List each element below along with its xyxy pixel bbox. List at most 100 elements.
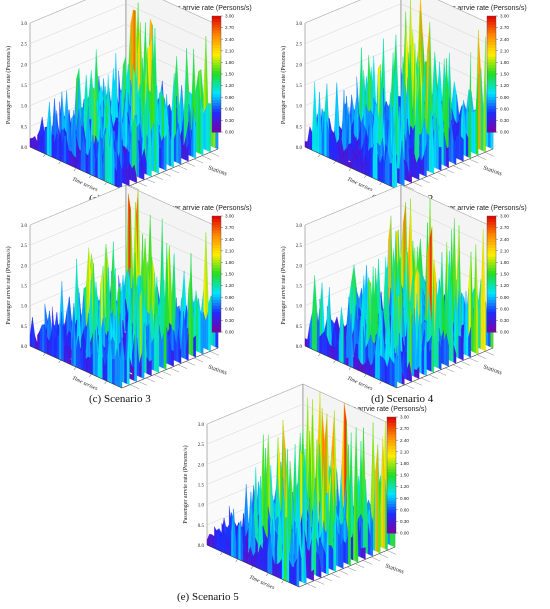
- colorbar-segment: [387, 498, 396, 502]
- colorbar-segment: [387, 475, 396, 479]
- colorbar-tick-label: 1.50: [400, 473, 409, 478]
- surface-patch: [58, 139, 62, 162]
- colorbar-segment: [487, 271, 496, 275]
- colorbar-segment: [212, 82, 221, 87]
- colorbar-segment: [487, 216, 496, 220]
- surface-patch: [112, 359, 115, 385]
- surface-patch: [414, 162, 417, 179]
- surface-patch: [460, 136, 464, 162]
- colorbar-segment: [212, 308, 221, 313]
- colorbar-segment: [387, 417, 396, 421]
- colorbar-segment: [487, 311, 496, 316]
- surface-patch: [438, 147, 442, 171]
- z-tick-label: 1.5: [21, 84, 28, 89]
- z-axis-label: Passenger arrvie rate (Persons/s): [280, 46, 287, 124]
- z-tick-label: 1.5: [296, 84, 303, 89]
- colorbar-tick-label: 2.10: [500, 248, 509, 253]
- surface: [29, 2, 219, 190]
- colorbar-tick-label: 2.70: [500, 25, 509, 30]
- colorbar-tick-label: 1.50: [225, 272, 234, 277]
- z-tick-label: 0.5: [198, 524, 205, 529]
- surface: [29, 190, 219, 389]
- x-tick: [89, 174, 92, 179]
- surface-patch: [124, 358, 128, 385]
- surface-patch: [148, 360, 152, 376]
- colorbar-segment: [487, 314, 496, 318]
- colorbar-segment: [487, 79, 496, 84]
- surface-patch: [238, 520, 242, 561]
- colorbar-segment: [487, 91, 496, 95]
- colorbar-segment: [212, 265, 221, 269]
- x-tick: [364, 373, 367, 378]
- colorbar-tick-label: 0.00: [400, 531, 409, 536]
- z-gridline: [206, 383, 396, 427]
- x-tick: [43, 153, 46, 158]
- y-tick: [412, 381, 423, 386]
- y-tick: [201, 354, 212, 359]
- y-tick: [476, 354, 487, 359]
- y-tick: [370, 556, 381, 562]
- colorbar-segment: [212, 291, 221, 295]
- z-gridline: [304, 204, 494, 248]
- surface-patch: [44, 126, 48, 155]
- colorbar-segment: [387, 422, 396, 427]
- surface-patch: [331, 346, 335, 360]
- z-tick-label: 3.0: [21, 224, 28, 229]
- panel-d: Passenger arrvie rate (Persons/s) 3.0 2.5…: [275, 184, 550, 408]
- surface-patch: [139, 365, 142, 378]
- colorbar-tick-label: 0.00: [500, 330, 509, 335]
- surface-patch: [193, 335, 196, 358]
- colorbar-segment: [487, 123, 496, 127]
- surface-patch: [277, 562, 280, 579]
- colorbar-tick-label: 2.40: [500, 237, 509, 242]
- surface-patch: [205, 102, 209, 152]
- surface-patch: [203, 107, 206, 151]
- colorbar-segment: [387, 509, 396, 514]
- x-tick: [364, 174, 367, 179]
- y-tick: [314, 580, 325, 585]
- colorbar-segment: [212, 111, 221, 116]
- colorbar-tick-label: 0.60: [225, 106, 234, 111]
- colorbar-segment: [212, 282, 221, 287]
- x-tick: [58, 359, 61, 364]
- colorbar-segment: [212, 285, 221, 289]
- surface-patch: [333, 346, 337, 361]
- y-tick: [201, 155, 212, 160]
- z-tick-label: 2.0: [21, 63, 28, 68]
- x-tick: [333, 359, 336, 364]
- colorbar-tick-label: 0.30: [400, 519, 409, 524]
- colorbar-segment: [487, 62, 496, 66]
- colorbar-segment: [212, 94, 221, 98]
- colorbar: 3.00 2.70 2.40 2.10 1.80 1.50 1.20 0.90 0.60 0.30…: [486, 14, 509, 135]
- surface-patch: [29, 137, 33, 149]
- colorbar-segment: [387, 434, 396, 438]
- z-tick-label: 1.0: [198, 504, 205, 509]
- colorbar-segment: [212, 65, 221, 69]
- colorbar-segment: [487, 320, 496, 324]
- colorbar-segment: [487, 282, 496, 287]
- surface-patch: [404, 159, 408, 181]
- colorbar-tick-label: 2.70: [400, 426, 409, 431]
- colorbar-segment: [487, 59, 496, 63]
- x-tick: [104, 181, 107, 186]
- colorbar-tick-label: 2.70: [225, 225, 234, 230]
- colorbar-segment: [212, 303, 221, 307]
- colorbar-tick-label: 0.30: [500, 118, 509, 123]
- y-tick: [161, 371, 172, 376]
- surface-patch: [284, 516, 288, 582]
- surface-patch: [470, 111, 474, 154]
- colorbar-segment: [212, 279, 221, 284]
- colorbar-segment: [212, 329, 221, 333]
- z-gridline: [29, 225, 219, 268]
- y-tick: [346, 566, 357, 572]
- colorbar-segment: [487, 129, 496, 133]
- colorbar-tick-label: 3.00: [500, 14, 509, 19]
- colorbar-segment: [212, 27, 221, 31]
- surface-patch: [336, 143, 340, 163]
- colorbar-segment: [212, 114, 221, 118]
- colorbar-tick-label: 2.70: [225, 25, 234, 30]
- x-axis-label: Time serises: [71, 375, 98, 392]
- surface-patch: [274, 564, 278, 578]
- surface-patch: [428, 348, 432, 372]
- colorbar-segment: [487, 279, 496, 284]
